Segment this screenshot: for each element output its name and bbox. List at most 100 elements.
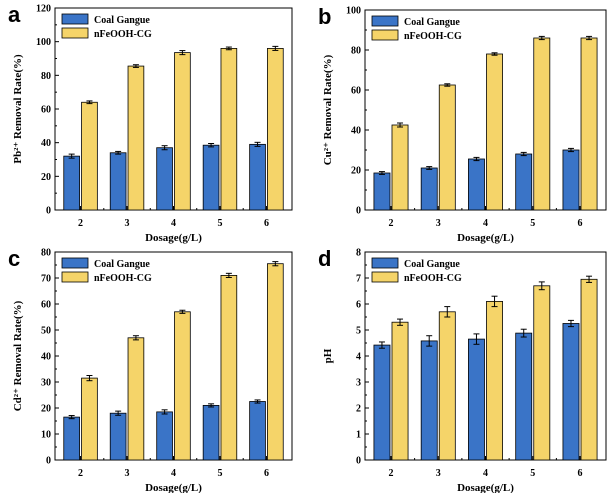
panel-letter: d <box>318 246 331 271</box>
y-tick-label: 1 <box>356 430 361 441</box>
legend-label: Coal Gangue <box>94 15 150 26</box>
legend-swatch <box>61 13 89 25</box>
legend-label: nFeOOH-CG <box>94 29 152 40</box>
y-tick-label: 20 <box>351 166 361 177</box>
y-tick-label: 60 <box>41 300 51 311</box>
bar-nfeooh-cg <box>127 337 145 461</box>
bar-nfeooh-cg <box>438 84 456 211</box>
bar-nfeooh-cg <box>127 65 145 211</box>
bar-nfeooh-cg <box>580 37 598 211</box>
bar-coal-gangue <box>420 340 438 461</box>
bar-coal-gangue <box>562 149 580 211</box>
legend-label: Coal Gangue <box>94 259 150 270</box>
y-axis-title: pH <box>322 348 334 363</box>
bar-nfeooh-cg <box>174 52 191 211</box>
x-tick-label: 2 <box>78 468 83 479</box>
y-tick-label: 60 <box>351 86 361 97</box>
y-tick-label: 80 <box>41 71 51 82</box>
bar-nfeooh-cg <box>81 101 98 211</box>
y-axis-title: Pb²⁺ Removal Rate(%) <box>12 54 24 164</box>
y-tick-label: 120 <box>36 4 51 15</box>
x-tick-label: 6 <box>264 468 269 479</box>
x-tick-label: 5 <box>530 218 535 229</box>
x-axis-title: Dosage(g/L) <box>145 232 202 244</box>
bar-nfeooh-cg <box>391 124 409 211</box>
y-tick-label: 4 <box>356 352 361 363</box>
legend-swatch <box>371 257 399 269</box>
legend-label: Coal Gangue <box>404 259 460 270</box>
x-tick-label: 2 <box>388 468 393 479</box>
bar-coal-gangue <box>156 411 173 461</box>
bar-coal-gangue <box>109 152 127 211</box>
bar-coal-gangue <box>373 172 391 211</box>
bar-coal-gangue <box>109 412 127 461</box>
bar-nfeooh-cg <box>267 48 284 211</box>
bar-nfeooh-cg <box>533 285 551 461</box>
bar-nfeooh-cg <box>267 263 284 461</box>
bar-coal-gangue <box>63 155 80 211</box>
x-tick-label: 4 <box>483 468 488 479</box>
y-tick-label: 0 <box>46 456 51 467</box>
y-tick-label: 100 <box>346 6 361 17</box>
bar-coal-gangue <box>562 323 580 461</box>
x-tick-label: 5 <box>217 468 222 479</box>
y-tick-label: 7 <box>356 274 361 285</box>
x-tick-label: 2 <box>388 218 393 229</box>
bar-coal-gangue <box>156 147 173 211</box>
y-tick-label: 70 <box>41 274 51 285</box>
y-tick-label: 5 <box>356 326 361 337</box>
x-tick-label: 5 <box>217 218 222 229</box>
y-tick-label: 50 <box>41 326 51 337</box>
x-tick-label: 6 <box>578 468 583 479</box>
bar-coal-gangue <box>515 153 533 211</box>
bar-coal-gangue <box>63 416 80 461</box>
bar-nfeooh-cg <box>486 53 503 211</box>
x-tick-label: 3 <box>125 468 130 479</box>
y-tick-label: 20 <box>41 404 51 415</box>
legend-label: nFeOOH-CG <box>404 273 462 284</box>
y-axis-title: Cd²⁺ Removal Rate(%) <box>12 300 24 411</box>
chart-panel-c: 0 10 20 30 40 50 60 70 80 2 3 4 5 6 Coal Gangue nFeOOH-… <box>8 246 293 493</box>
chart-panel-b: 0 20 40 60 80 100 2 3 4 5 6 Coal Gangue nFeOOH-CG Dos… <box>318 4 607 244</box>
y-axis-title: Cu²⁺ Removal Rate(%) <box>322 54 334 165</box>
legend-label: Coal Gangue <box>404 17 460 28</box>
bar-coal-gangue <box>468 338 485 461</box>
bar-nfeooh-cg <box>486 300 503 461</box>
bar-coal-gangue <box>249 143 266 211</box>
legend-swatch <box>61 27 89 39</box>
y-tick-label: 8 <box>356 248 361 259</box>
panel-letter: a <box>8 2 21 27</box>
y-tick-label: 10 <box>41 430 51 441</box>
x-tick-label: 3 <box>436 218 441 229</box>
y-tick-label: 40 <box>41 352 51 363</box>
bar-coal-gangue <box>249 401 266 461</box>
y-tick-label: 80 <box>41 248 51 259</box>
x-axis-title: Dosage(g/L) <box>145 482 202 493</box>
y-tick-label: 20 <box>41 172 51 183</box>
bar-nfeooh-cg <box>438 311 456 461</box>
y-tick-label: 0 <box>356 456 361 467</box>
x-axis-title: Dosage(g/L) <box>457 482 514 493</box>
panel-letter: c <box>8 246 20 271</box>
legend-label: nFeOOH-CG <box>94 273 152 284</box>
bar-nfeooh-cg <box>220 48 238 211</box>
legend-swatch <box>61 257 89 269</box>
chart-panel-a: 0 20 40 60 80 100 120 2 3 4 5 6 Coal Gangue nFeOOH-CG… <box>8 2 293 244</box>
bar-nfeooh-cg <box>580 278 598 461</box>
x-tick-label: 4 <box>171 468 176 479</box>
legend-swatch <box>61 271 89 283</box>
bar-nfeooh-cg <box>220 274 238 461</box>
y-tick-label: 60 <box>41 105 51 116</box>
bar-coal-gangue <box>515 332 533 461</box>
bar-coal-gangue <box>420 167 438 211</box>
bar-coal-gangue <box>373 344 391 461</box>
x-tick-label: 6 <box>578 218 583 229</box>
y-tick-label: 40 <box>41 138 51 149</box>
y-tick-label: 30 <box>41 378 51 389</box>
x-tick-label: 6 <box>264 218 269 229</box>
legend-swatch <box>371 29 399 41</box>
y-tick-label: 3 <box>356 378 361 389</box>
y-tick-label: 80 <box>351 46 361 57</box>
y-tick-label: 100 <box>36 37 51 48</box>
